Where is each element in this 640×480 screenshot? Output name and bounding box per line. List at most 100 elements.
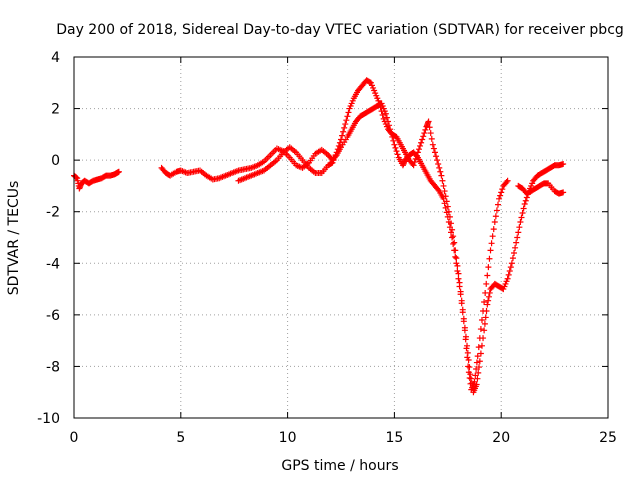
data-point <box>484 301 491 308</box>
data-point <box>476 364 483 371</box>
data-layer <box>71 77 567 396</box>
data-point <box>506 268 513 275</box>
data-point <box>334 146 341 153</box>
ticks: 0 5 10 15 20 25 -10 -8 -6 -4 -2 0 2 4 <box>37 50 617 446</box>
data-point <box>504 275 511 282</box>
data-point <box>451 239 458 246</box>
data-point <box>335 142 342 149</box>
data-point <box>473 381 480 388</box>
data-point <box>411 159 418 166</box>
data-point <box>483 307 490 314</box>
data-point <box>462 333 469 340</box>
data-point <box>476 358 483 365</box>
series-2 <box>235 77 567 396</box>
data-point <box>425 118 432 125</box>
data-point <box>478 342 485 349</box>
data-point <box>444 203 451 210</box>
data-point <box>438 172 445 179</box>
data-point <box>430 145 437 152</box>
data-point <box>520 205 527 212</box>
chart-title: Day 200 of 2018, Sidereal Day-to-day VTE… <box>56 22 624 38</box>
data-point <box>431 149 438 156</box>
data-point <box>366 79 373 86</box>
x-tick-label: 10 <box>279 430 297 446</box>
data-point <box>445 208 452 215</box>
data-point <box>474 353 481 360</box>
data-point <box>515 229 522 236</box>
x-tick-label: 5 <box>176 430 185 446</box>
y-axis-label: SDTVAR / TECUs <box>6 181 22 296</box>
x-tick-label: 0 <box>70 430 79 446</box>
data-point <box>426 124 433 131</box>
data-point <box>419 136 426 143</box>
data-point <box>512 244 519 251</box>
data-point <box>484 272 491 279</box>
grid <box>74 57 608 418</box>
data-point <box>433 153 440 160</box>
data-point <box>383 114 390 121</box>
x-axis-label: GPS time / hours <box>281 458 398 474</box>
data-point <box>498 189 505 196</box>
data-point <box>486 289 493 296</box>
data-point <box>464 349 471 356</box>
data-point <box>505 271 512 278</box>
data-point <box>560 161 567 168</box>
data-point <box>390 137 397 144</box>
data-point <box>486 255 493 262</box>
y-tick-label: -4 <box>46 256 60 272</box>
data-point <box>341 124 348 131</box>
data-point <box>376 100 383 107</box>
data-point <box>491 219 498 226</box>
data-point <box>517 219 524 226</box>
data-point <box>434 157 441 164</box>
data-point <box>492 213 499 220</box>
data-point <box>342 121 349 128</box>
data-point <box>454 262 461 269</box>
data-point <box>499 186 506 193</box>
series-1 <box>71 100 511 393</box>
data-point <box>503 179 510 186</box>
data-point <box>475 369 482 376</box>
data-point <box>509 255 516 262</box>
data-point <box>453 255 460 262</box>
x-tick-label: 15 <box>385 430 403 446</box>
data-point <box>422 126 429 133</box>
data-point <box>115 168 122 175</box>
data-point <box>521 200 528 207</box>
data-point <box>345 109 352 116</box>
data-point <box>391 141 398 148</box>
data-point <box>449 226 456 233</box>
data-point <box>474 375 481 382</box>
data-point <box>497 192 504 199</box>
data-point <box>344 113 351 120</box>
data-point <box>440 182 447 189</box>
y-tick-label: 2 <box>51 102 60 118</box>
data-point <box>452 247 459 254</box>
data-point <box>382 110 389 117</box>
data-point <box>437 168 444 175</box>
data-point <box>449 234 456 241</box>
data-point <box>333 149 340 156</box>
plot-frame <box>73 56 609 419</box>
data-point <box>511 249 518 256</box>
data-point <box>443 198 450 205</box>
data-point <box>336 139 343 146</box>
data-point <box>465 363 472 370</box>
data-point <box>428 135 435 142</box>
data-point <box>392 144 399 151</box>
data-point <box>459 306 466 313</box>
data-point <box>378 108 385 115</box>
data-point <box>477 350 484 357</box>
data-point <box>393 148 400 155</box>
y-tick-label: -10 <box>37 411 60 427</box>
data-point <box>448 220 455 227</box>
y-tick-label: 0 <box>51 153 60 169</box>
data-point <box>427 130 434 137</box>
data-point <box>461 324 468 331</box>
data-point <box>475 344 482 351</box>
data-point <box>493 207 500 214</box>
data-point <box>435 186 442 193</box>
y-tick-label: -6 <box>46 308 60 324</box>
data-point <box>339 132 346 139</box>
data-point <box>482 314 489 321</box>
